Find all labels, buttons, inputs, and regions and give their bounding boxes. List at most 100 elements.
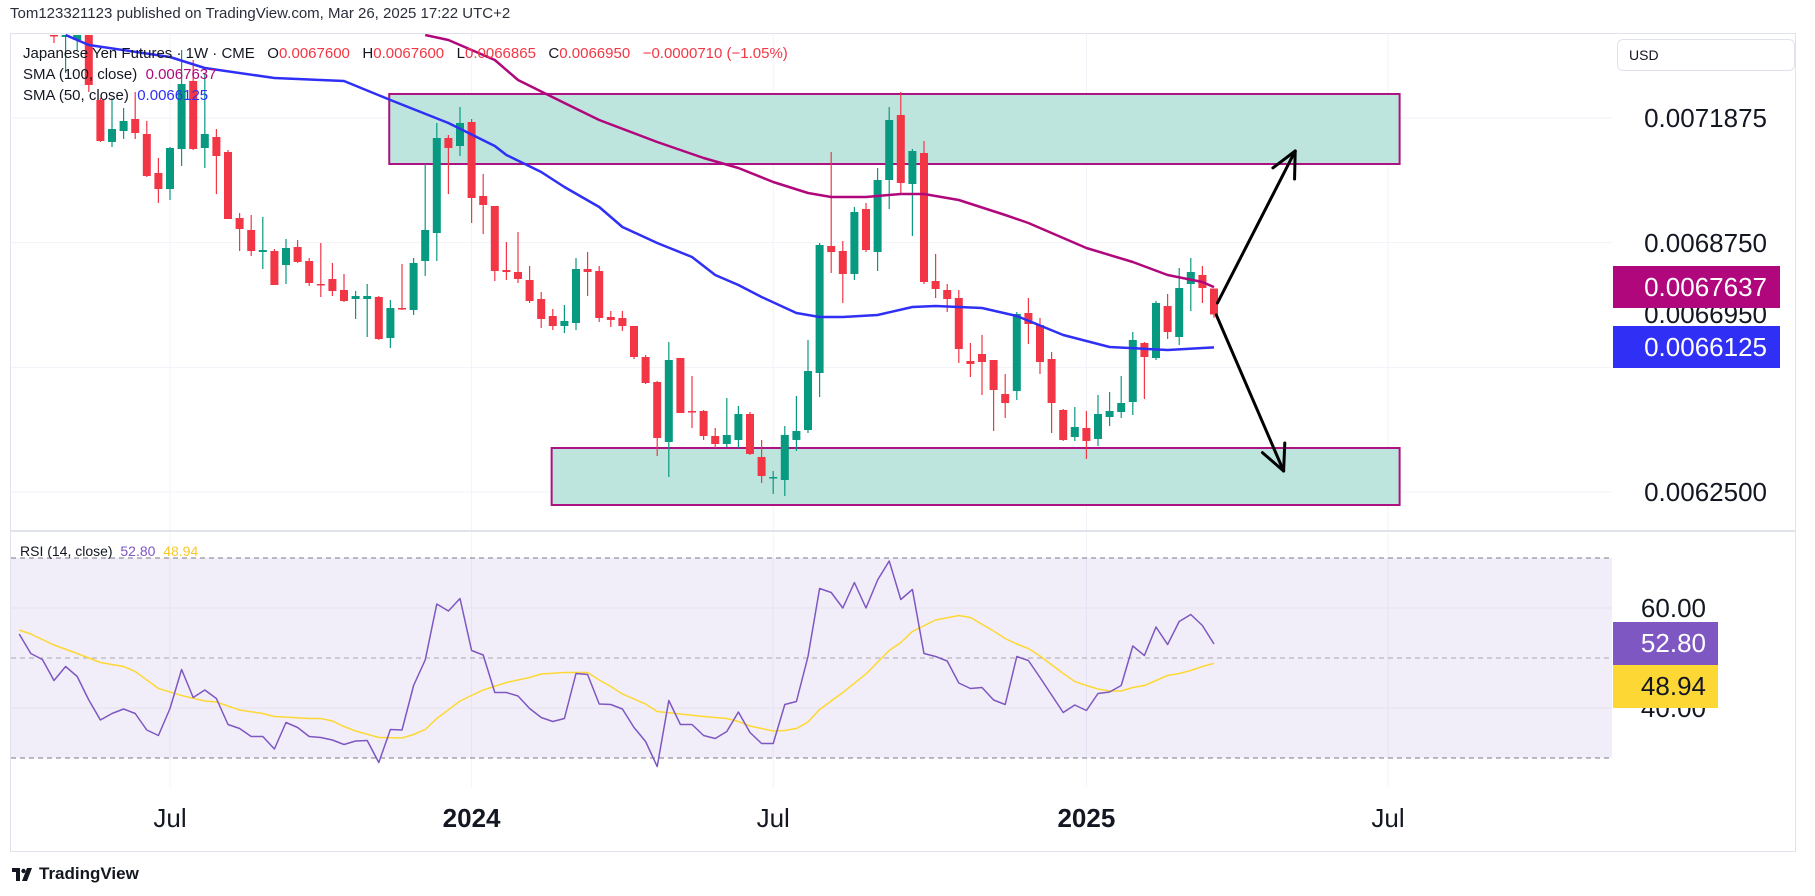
candle-up (456, 122, 464, 147)
candle-up (1152, 302, 1160, 358)
candle-up (769, 476, 778, 479)
candle-up (1117, 402, 1126, 413)
change-value: −0.0000710 (−1.05%) (642, 45, 788, 62)
candle-up (885, 119, 894, 180)
candle-down (224, 151, 232, 220)
candle-up (572, 268, 580, 324)
sma100-legend[interactable]: SMA (100, close) 0.0067637 (23, 66, 216, 83)
sma50-label: SMA (50, close) (23, 87, 129, 104)
candles-layer (50, 34, 1218, 496)
candle-down (606, 316, 615, 320)
rsi-line (18, 560, 1215, 768)
candle-up (722, 434, 731, 445)
candle-down (467, 121, 476, 198)
price-pane[interactable] (50, 34, 1401, 507)
candle-down (676, 357, 685, 414)
sma50-legend[interactable]: SMA (50, close) 0.0066125 (23, 87, 208, 104)
candle-down (827, 245, 836, 253)
candle-up (1012, 313, 1021, 391)
candle-down (490, 206, 499, 271)
candle-down (595, 270, 604, 318)
rsi-legend[interactable]: RSI (14, close) 52.80 48.94 (20, 543, 198, 559)
time-axis-label: 2025 (1057, 803, 1116, 833)
sma-layer (65, 34, 1215, 352)
candle-down (618, 317, 627, 327)
symbol-title: Japanese Yen Futures · 1W · CME (23, 45, 255, 62)
rsi-value: 52.80 (120, 543, 156, 559)
time-axis-label: Jul (153, 803, 187, 833)
candle-down (398, 308, 406, 310)
candle-down (838, 251, 847, 274)
sma50-price-badge: 0.0066125 (1613, 326, 1780, 369)
candle-down (154, 173, 163, 190)
candle-up (1186, 271, 1195, 284)
candle-up (873, 179, 882, 253)
candle-down (1082, 428, 1091, 441)
candle-down (583, 268, 592, 272)
candle-down (746, 414, 754, 454)
candle-down (989, 359, 998, 390)
symbol-legend[interactable]: Japanese Yen Futures · 1W · CME O0.00676… (23, 45, 788, 62)
candle-up (282, 248, 290, 266)
candle-down (1024, 312, 1033, 325)
price-tick-label: 0.0071875 (1644, 103, 1767, 133)
brand-name: TradingView (39, 864, 139, 883)
zones-layer (388, 92, 1401, 507)
candle-down (444, 137, 453, 148)
sma50-line (65, 34, 1215, 352)
candle-up (908, 150, 917, 184)
candle-up (73, 34, 82, 41)
open-label: O (267, 45, 279, 62)
candle-down (630, 326, 638, 358)
rsi-label: RSI (14, close) (20, 543, 113, 559)
candle-down (688, 411, 696, 413)
arrows-layer (1214, 149, 1297, 473)
candle-up (792, 431, 801, 440)
candle-down (699, 411, 708, 436)
open-value: 0.0067600 (278, 45, 350, 62)
candle-down (131, 118, 140, 133)
candle-down (247, 229, 256, 252)
rsi-tick-label: 60.00 (1640, 593, 1706, 623)
candle-down (757, 456, 766, 477)
candle-up (734, 414, 743, 440)
candle-up (1128, 340, 1137, 403)
candle-down (1001, 393, 1010, 403)
arrow-head (1293, 149, 1297, 181)
candle-up (258, 250, 267, 253)
currency-button[interactable]: USD (1617, 39, 1795, 71)
candle-down (548, 315, 557, 327)
arrow-head (1282, 441, 1287, 473)
candle-down (1059, 409, 1068, 440)
sma100-price-badge: 0.0067637 (1613, 266, 1780, 309)
candle-down (189, 80, 198, 149)
candle-down (653, 382, 662, 438)
candle-down (931, 281, 940, 289)
candle-up (815, 244, 824, 373)
candle-down (966, 360, 975, 364)
tradingview-logo-icon (12, 867, 32, 881)
candle-up (363, 296, 372, 299)
candle-down (479, 195, 488, 206)
candle-down (1210, 288, 1218, 315)
tradingview-logo[interactable]: TradingView (12, 864, 139, 884)
candle-down (711, 435, 720, 445)
arrow-line (1214, 313, 1286, 473)
candle-down (305, 260, 314, 283)
candle-down (1163, 306, 1172, 332)
candle-down (641, 357, 650, 384)
candle-down (212, 136, 221, 156)
rsi-pane[interactable] (11, 557, 1612, 768)
candle-up (560, 320, 569, 327)
time-axis-label: 2024 (442, 803, 501, 833)
candle-up (409, 262, 418, 311)
close-value: 0.0066950 (559, 45, 631, 62)
arrow-head (1260, 451, 1286, 473)
candle-down (525, 280, 534, 301)
candle-up (386, 308, 395, 339)
candle-up (804, 371, 812, 431)
price-tick-label: 0.0062500 (1644, 476, 1767, 507)
candle-down (340, 289, 348, 301)
rsi-badge: 52.80 (1613, 622, 1718, 665)
